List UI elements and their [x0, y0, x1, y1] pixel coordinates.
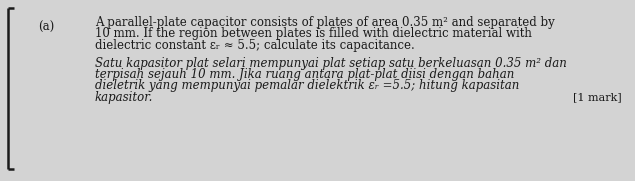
Text: dieletrik yang mempunyai pemalar dielektrik εᵣ =5.5; hitung kapasitan: dieletrik yang mempunyai pemalar dielekt… — [95, 79, 519, 92]
Text: [1 mark]: [1 mark] — [573, 92, 622, 102]
Text: (a): (a) — [38, 21, 54, 34]
Text: terpisah sejauh 10 mm. Jika ruang antara plat-plat diisi dengan bahan: terpisah sejauh 10 mm. Jika ruang antara… — [95, 68, 514, 81]
Text: A parallel-plate capacitor consists of plates of area 0.35 m² and separated by: A parallel-plate capacitor consists of p… — [95, 16, 555, 29]
Text: 10 mm. If the region between plates is filled with dielectric material with: 10 mm. If the region between plates is f… — [95, 28, 532, 41]
Text: Satu kapasitor plat selari mempunyai plat setiap satu berkeluasan 0.35 m² dan: Satu kapasitor plat selari mempunyai pla… — [95, 56, 567, 70]
Text: kapasitor.: kapasitor. — [95, 91, 154, 104]
Text: dielectric constant εᵣ ≈ 5.5; calculate its capacitance.: dielectric constant εᵣ ≈ 5.5; calculate … — [95, 39, 415, 52]
